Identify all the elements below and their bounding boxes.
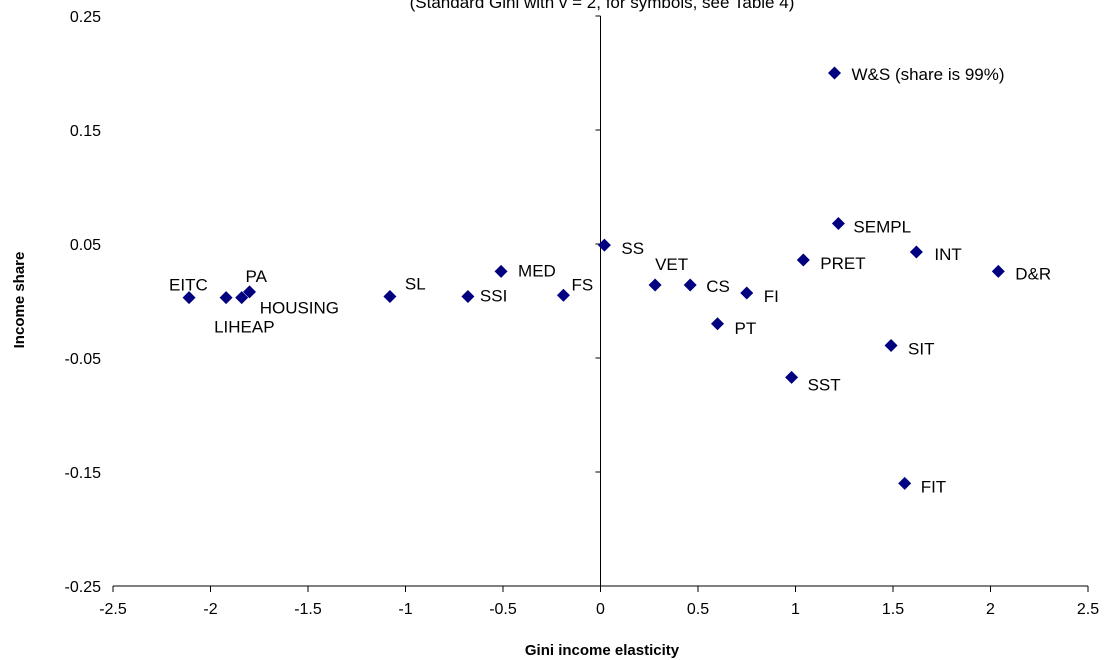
x-tick-label: -0.5 (489, 601, 517, 618)
x-tick-label: -2.5 (99, 601, 127, 618)
y-tick-label: -0.05 (65, 351, 102, 368)
point-label: SSI (480, 286, 507, 305)
x-axis-ticks: -2.5 -2 -1.5 -1 -0.5 0 0.5 1 1.5 2 2.5 (99, 586, 1099, 618)
x-tick-label: 1 (791, 601, 800, 618)
data-point (898, 476, 912, 490)
data-point (884, 338, 898, 352)
point-label: LIHEAP (214, 318, 274, 337)
point-label: MED (518, 261, 556, 280)
y-tick-label: 0.15 (70, 123, 101, 140)
point-label: FS (571, 275, 593, 294)
point-label: FIT (921, 477, 947, 496)
data-point (831, 216, 845, 230)
x-tick-label: 0.5 (687, 601, 709, 618)
data-point (648, 278, 662, 292)
chart-subtitle: (Standard Gini with v = 2, for symbols, … (410, 0, 795, 12)
data-point (711, 317, 724, 331)
y-tick-label: -0.25 (65, 579, 102, 596)
point-label: EITC (169, 276, 208, 295)
point-label: SEMPL (853, 217, 911, 236)
data-point (828, 66, 841, 80)
data-point (182, 291, 196, 305)
data-point (383, 289, 397, 303)
x-tick-label: 2 (986, 601, 995, 618)
data-point (991, 264, 1005, 278)
x-tick-label: 2.5 (1077, 601, 1099, 618)
y-axis-ticks: 0.25 0.15 0.05 -0.05 -0.15 -0.25 (65, 9, 601, 596)
point-label: CS (706, 277, 730, 296)
x-axis-title: Gini income elasticity (525, 642, 680, 659)
point-label: SST (808, 375, 841, 394)
data-point (597, 238, 611, 252)
point-label: PT (735, 319, 757, 338)
x-tick-label: 1.5 (882, 601, 904, 618)
data-points (182, 66, 1005, 490)
point-label: SS (621, 239, 644, 258)
data-point (785, 370, 799, 384)
x-tick-label: -1.5 (294, 601, 322, 618)
data-point (556, 288, 570, 302)
point-label: VET (655, 255, 688, 274)
point-label: HOUSING (260, 299, 339, 318)
data-point (494, 264, 508, 278)
point-label: SIT (908, 339, 934, 358)
data-point (235, 291, 249, 305)
point-label: PRET (820, 254, 865, 273)
x-tick-label: 0 (596, 601, 605, 618)
data-point (219, 291, 233, 305)
data-point (796, 253, 810, 267)
point-labels: W&S (share is 99%) SEMPL INT PRET D&R SS VET CS… (169, 65, 1051, 496)
data-point (461, 289, 475, 303)
y-tick-label: 0.25 (70, 9, 101, 26)
data-point (909, 245, 923, 259)
point-label: D&R (1015, 264, 1051, 283)
y-tick-label: -0.15 (65, 465, 102, 482)
data-point (683, 278, 697, 292)
point-label: SL (405, 274, 426, 293)
data-point (740, 286, 754, 300)
point-label: PA (246, 267, 268, 286)
x-tick-label: -2 (203, 601, 217, 618)
point-label: FI (764, 287, 779, 306)
data-point (243, 285, 256, 299)
y-tick-label: 0.05 (70, 237, 101, 254)
y-axis-title: Income share (11, 252, 28, 349)
point-label: INT (934, 245, 961, 264)
point-label: W&S (share is 99%) (852, 65, 1005, 84)
x-tick-label: -1 (398, 601, 412, 618)
